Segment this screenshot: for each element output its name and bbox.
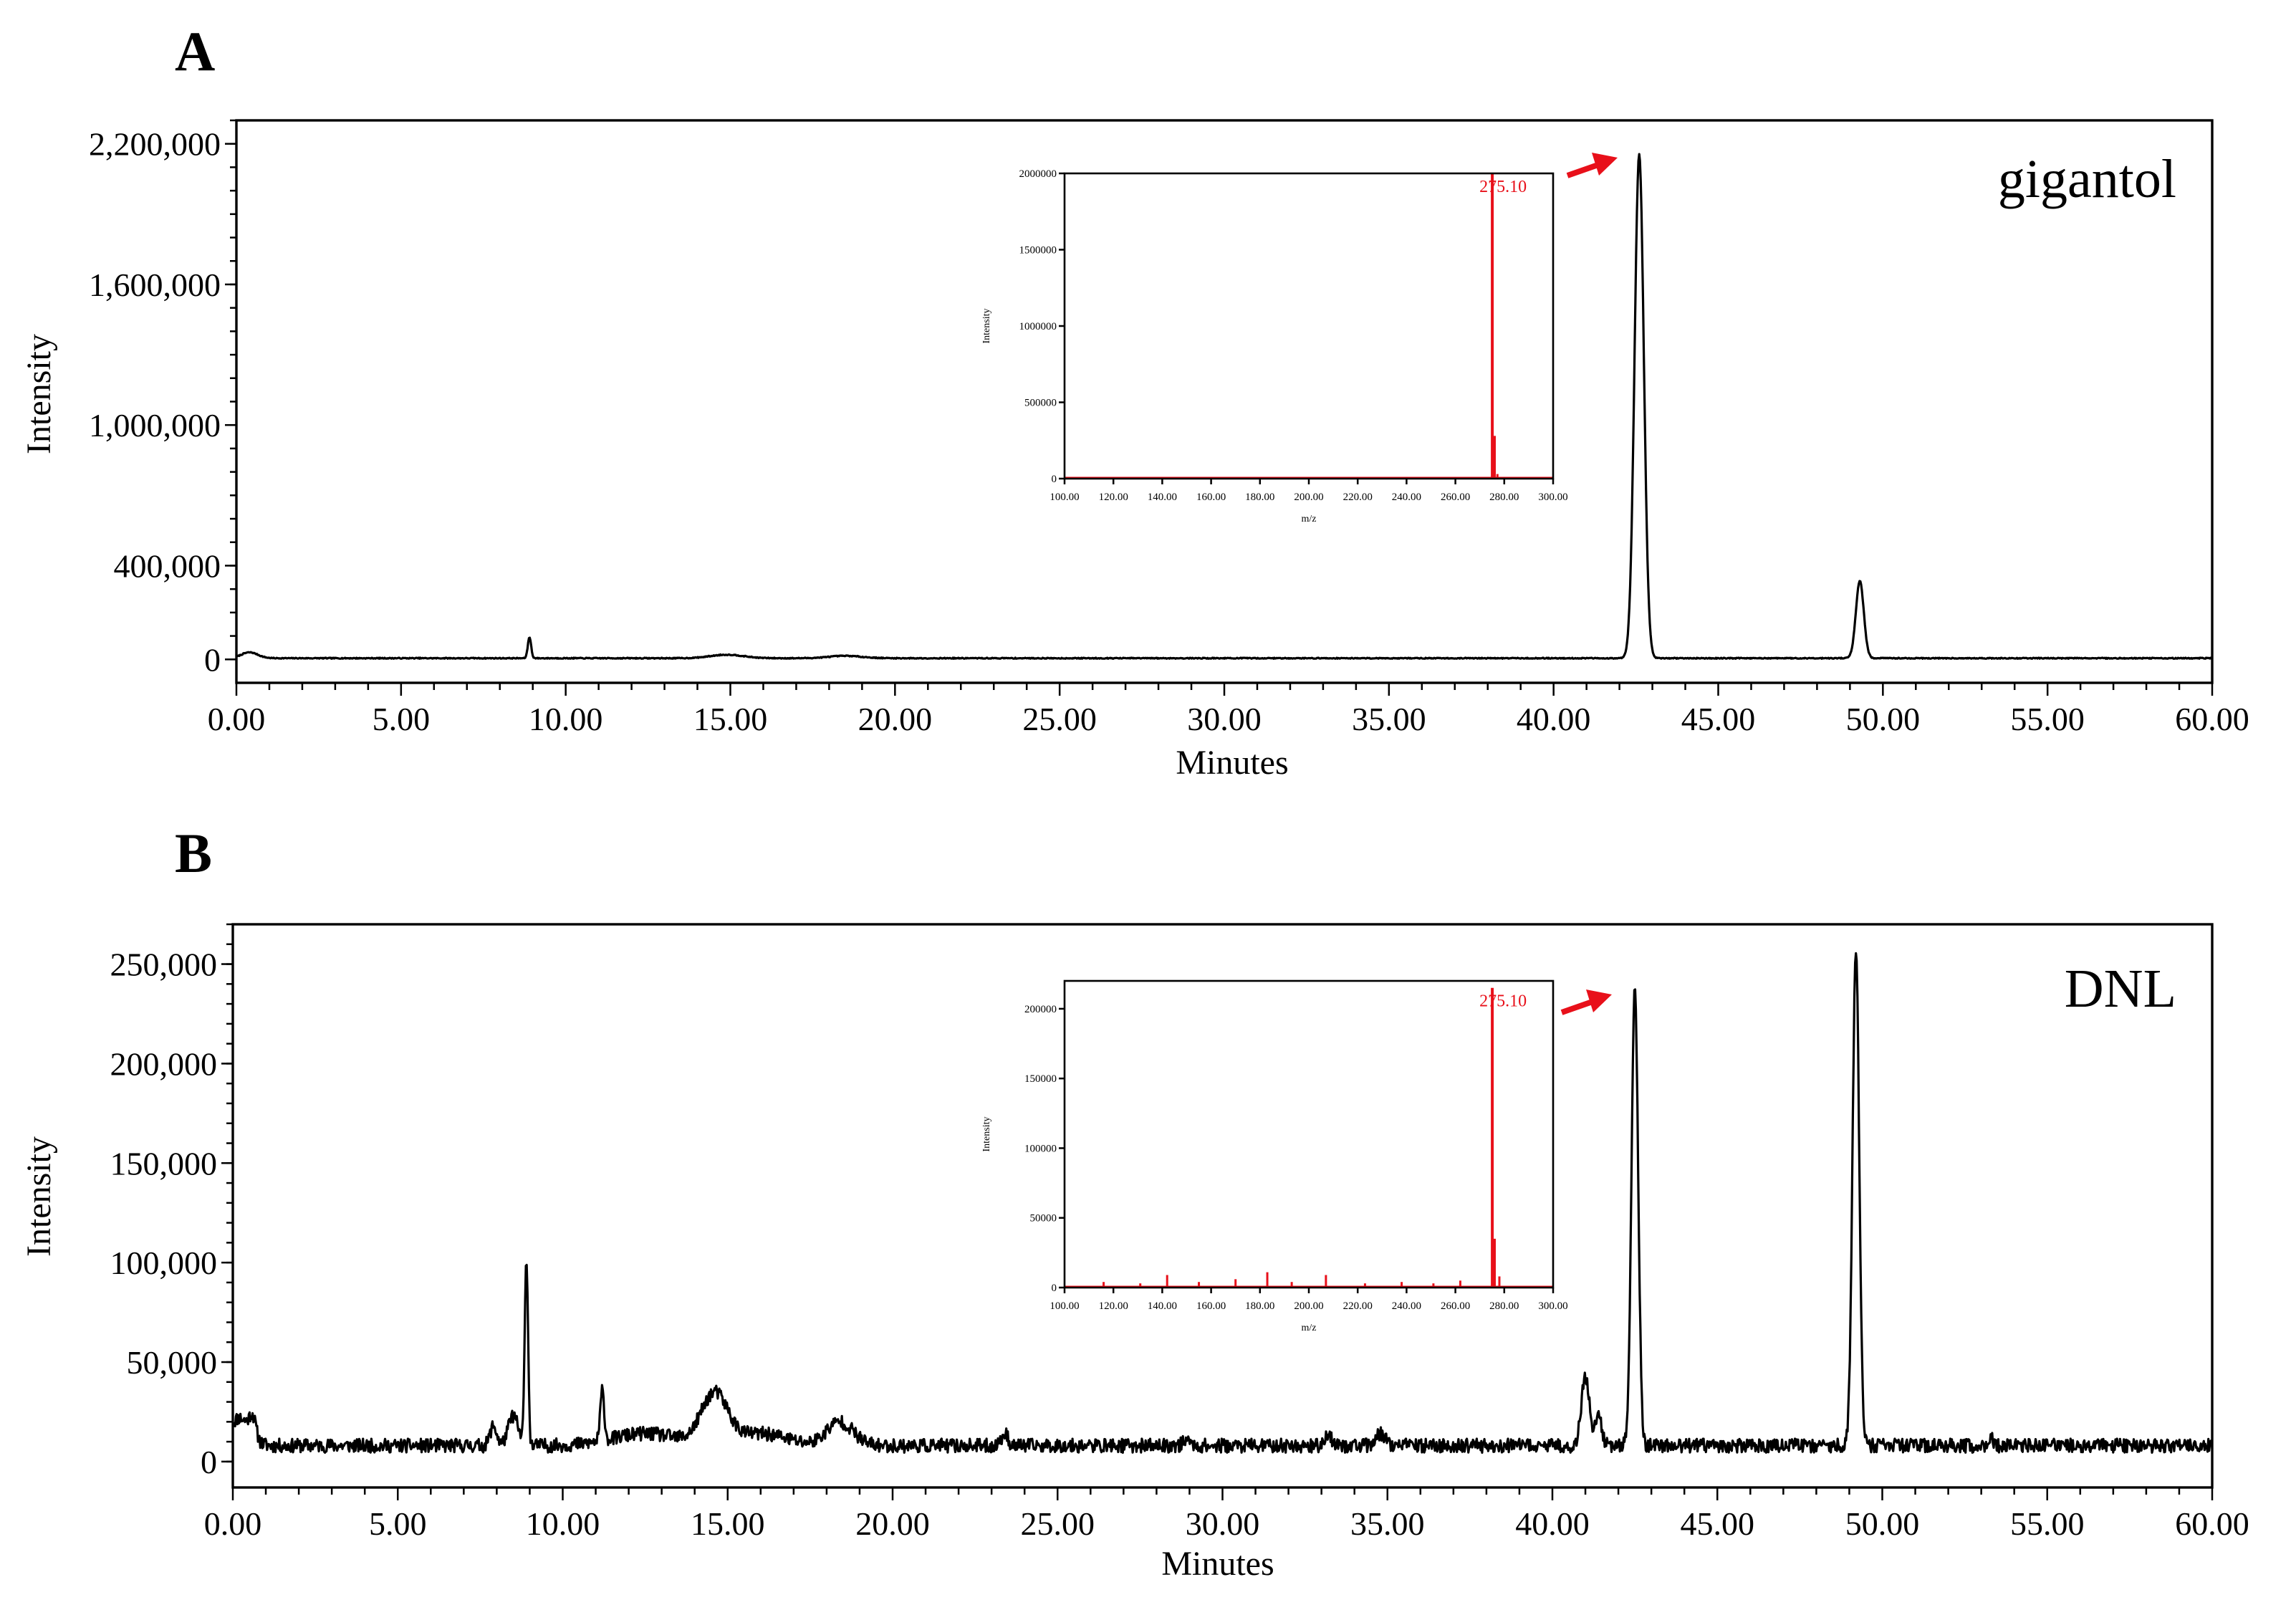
ms-inset: 275.10 100.00 120.00 140.00 160.00 180.00 200.… [981,168,1568,524]
ms-x-tick-label: 120.00 [1099,492,1128,503]
ms-x-axis-title: m/z [1302,1323,1317,1333]
ms-y-tick-label: 100000 [1024,1143,1057,1154]
plot-frame [231,923,2214,1489]
y-tick-label: 400,000 [114,547,221,584]
chromatogram-trace [231,952,2214,1454]
ms-y-tick-label: 200000 [1024,1004,1057,1015]
ms-x-tick-label: 160.00 [1196,1300,1226,1312]
y-axis-title: Intensity [20,334,58,454]
ms-y-tick-label: 50000 [1030,1213,1057,1225]
ms-x-tick-label: 300.00 [1538,492,1567,503]
y-axis-title: Intensity [20,1136,58,1257]
ms-x-tick-label: 180.00 [1245,492,1274,503]
x-tick-label: 35.00 [1352,701,1426,737]
y-tick-label: 250,000 [110,947,218,983]
ms-x-tick-label: 280.00 [1489,492,1519,503]
y-tick-label: 1,600,000 [89,267,221,303]
compound-label: gigantol [1998,149,2176,209]
x-tick-label: 45.00 [1681,1505,1755,1542]
x-tick-label: 15.00 [691,1505,765,1542]
compound-label: DNL [2065,959,2176,1019]
x-tick-label: 25.00 [1021,1505,1095,1542]
y-tick-label: 0 [204,641,221,678]
ms-y-tick-label: 0 [1052,1283,1057,1294]
ms-x-tick-label: 240.00 [1392,492,1421,503]
x-tick-label: 50.00 [1845,1505,1920,1542]
x-tick-label: 60.00 [2175,701,2249,737]
x-axis-title: Minutes [1176,744,1288,782]
x-tick-label: 5.00 [373,701,431,737]
x-tick-label: 25.00 [1022,701,1097,737]
y-tick-label: 150,000 [110,1145,218,1182]
ms-y-tick-label: 2000000 [1019,168,1057,180]
ms-x-tick-label: 260.00 [1441,492,1470,503]
ms-x-tick-label: 280.00 [1489,1300,1519,1312]
x-axis-title: Minutes [1161,1545,1274,1583]
x-tick-label: 55.00 [2010,1505,2085,1542]
x-tick-label: 0.00 [208,701,266,737]
ms-x-tick-label: 200.00 [1294,1300,1323,1312]
ms-x-axis-title: m/z [1302,514,1317,524]
ms-x-tick-label: 120.00 [1099,1300,1128,1312]
x-tick-label: 5.00 [369,1505,427,1542]
peak-arrow [1560,989,1612,1015]
y-tick-label: 1,000,000 [89,407,221,444]
ms-x-tick-label: 100.00 [1049,492,1079,503]
x-tick-label: 60.00 [2175,1505,2249,1542]
ms-y-tick-label: 1500000 [1019,245,1057,257]
ms-x-tick-label: 220.00 [1343,492,1373,503]
x-tick-label: 50.00 [1846,701,1921,737]
ms-x-tick-label: 240.00 [1392,1300,1421,1312]
panel-b: B Intensity Minutes DNL 0.00 5.00 10.00 15.… [20,822,2249,1583]
y-tick-label: 100,000 [110,1245,218,1281]
x-tick-label: 30.00 [1187,701,1262,737]
ms-x-tick-label: 260.00 [1441,1300,1470,1312]
peak-arrow [1566,153,1618,178]
ms-y-axis-title: Intensity [981,1117,992,1152]
ms-y-axis-title: Intensity [981,309,992,344]
plot-frame [235,119,2214,684]
y-tick-label: 50,000 [127,1344,218,1381]
panel-letter: B [175,822,212,884]
tick-layer: 0.00 5.00 10.00 15.00 20.00 25.00 30.00 35.00 40… [89,119,2249,737]
panel-a: A Intensity Minutes gigantol 0.00 5.00 10.… [20,20,2249,782]
ms-y-tick-label: 150000 [1024,1073,1057,1085]
ms-x-tick-label: 160.00 [1196,492,1226,503]
y-tick-label: 2,200,000 [89,126,221,163]
y-tick-label: 0 [201,1444,217,1480]
ms-x-tick-label: 300.00 [1538,1300,1567,1312]
x-tick-label: 30.00 [1186,1505,1260,1542]
ms-x-tick-label: 140.00 [1148,492,1177,503]
panel-letter: A [175,20,215,82]
x-tick-label: 10.00 [529,701,603,737]
x-tick-label: 55.00 [2010,701,2085,737]
ms-peak-label: 275.10 [1479,178,1527,196]
ms-x-tick-label: 220.00 [1343,1300,1373,1312]
x-tick-label: 35.00 [1350,1505,1425,1542]
ms-peak-label: 275.10 [1479,992,1527,1011]
ms-x-tick-label: 180.00 [1245,1300,1274,1312]
y-tick-label: 200,000 [110,1045,218,1082]
ms-y-tick-label: 500000 [1024,398,1057,409]
x-tick-label: 15.00 [693,701,768,737]
tick-layer: 0.00 5.00 10.00 15.00 20.00 25.00 30.00 35.00 40… [110,923,2249,1542]
x-tick-label: 0.00 [204,1505,262,1542]
ms-x-tick-label: 200.00 [1294,492,1323,503]
ms-x-tick-label: 140.00 [1148,1300,1177,1312]
x-tick-label: 40.00 [1515,1505,1590,1542]
x-tick-label: 20.00 [855,1505,930,1542]
x-tick-label: 40.00 [1517,701,1591,737]
chromatogram-trace [235,153,2214,660]
ms-y-tick-label: 0 [1052,474,1057,485]
x-tick-label: 45.00 [1681,701,1756,737]
x-tick-label: 10.00 [526,1505,600,1542]
x-tick-label: 20.00 [858,701,933,737]
ms-y-tick-label: 1000000 [1019,321,1057,332]
ms-inset: 275.10 100.00 120.00 140.00 160.00 180.00 200.… [981,979,1568,1333]
ms-x-tick-label: 100.00 [1049,1300,1079,1312]
